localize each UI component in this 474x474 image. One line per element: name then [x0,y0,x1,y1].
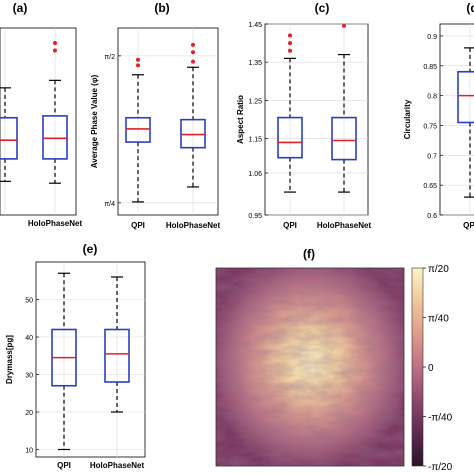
y-tick-label: 0.9 [427,34,437,41]
panel-label: (c) [315,1,330,15]
box-iqr [42,115,68,160]
colorbar-tick-label: -π/20 [428,462,453,473]
y-tick-label: 10 [25,448,33,455]
category-label: HoloPhaseNet [166,221,221,230]
box-series-1 [277,33,303,193]
heatmap-frame [215,267,405,467]
plot-area [0,27,77,216]
y-axis-label: Circularity [403,99,412,139]
y-tick-label: 50 [25,298,33,305]
heatmap-panel: (f) π/20 π/40 0 -π/40 -π/20 [215,247,453,473]
outlier-point [53,48,57,53]
box-series-1 [51,272,77,451]
outlier-point [288,48,292,53]
box-iqr [331,116,357,161]
colorbar [411,267,424,467]
colorbar-tick-label: π/20 [428,264,449,275]
y-tick-label: 0.75 [423,123,437,130]
box-iqr [125,116,151,143]
colorbar-tick-label: -π/40 [428,413,453,424]
plot-area [439,23,474,216]
box-iqr [0,116,18,160]
panel-label: (e) [83,242,98,256]
y-tick-label: 20 [25,410,33,417]
colorbar-ticks: π/20 π/40 0 -π/40 -π/20 [423,264,453,473]
y-tick-label: 0.7 [427,153,437,160]
outlier-point [136,57,140,62]
outlier-point [191,59,195,64]
y-tick-label: 1.35 [248,60,262,67]
category-label: QPI [283,221,297,230]
outlier-point [191,50,195,55]
y-tick-label: 0.95 [248,213,262,220]
box-series-1 [457,47,474,198]
panel-label: (d) [466,1,474,15]
plot-area [35,261,146,458]
panel-label-f: (f) [303,247,315,261]
box-series-2 [42,40,68,184]
category-label: HoloPhaseNet [90,461,145,470]
y-tick-label: 30 [25,373,33,380]
y-tick-label: 40 [25,335,33,342]
y-tick-label: π/4 [104,201,115,208]
y-tick-label: 0.65 [423,183,437,190]
y-tick-label: 0.8 [427,94,437,101]
category-label: HoloPhaseNet [317,221,372,230]
plot-area [117,27,219,216]
y-tick-label: 0.6 [427,213,437,220]
outlier-point [288,33,292,38]
plot-area [264,23,369,216]
panel-label: (a) [13,1,28,15]
y-tick-label: 0.85 [423,64,437,71]
box-panel-3: 0.95 1.06 1.15 1.25 1.35 1.45 (c) Aspect Ratio Q… [236,1,371,230]
outlier-point [288,41,292,46]
box-series-2 [180,42,206,188]
y-axis-label: Aspect Ratio [236,95,245,144]
y-axis-label: Drymass[pg] [5,335,14,384]
box-series-1 [0,87,18,182]
heatmap-texture [216,268,404,466]
outlier-point [191,42,195,47]
outlier-point [342,23,346,28]
colorbar-tick-label: π/40 [428,314,449,325]
panel-label: (b) [154,1,169,15]
outlier-point [53,40,57,45]
box-panel-5: 10 20 30 40 50 (e) Drymass[pg] QPI HoloPhaseNet [5,242,146,470]
category-label: QPI [57,461,71,470]
category-label: HoloPhaseNet [28,219,83,228]
box-panel-2: π/4 π/2 (b) Average Phase Value (φ) QPI HoloP… [90,1,220,230]
category-label: QPI [463,221,474,230]
y-tick-label: 1.06 [248,171,262,178]
y-tick-label: 1.15 [248,137,262,144]
y-tick-label: 1.25 [248,98,262,105]
box-panel-1: (a) HoloPhaseNet [0,1,82,228]
y-axis-label: Average Phase Value (φ) [90,74,99,168]
box-iqr [104,328,130,383]
category-label: QPI [131,221,145,230]
box-series-2 [104,276,130,413]
outlier-point [136,63,140,68]
box-panel-4: 0.6 0.65 0.7 0.75 0.8 0.85 0.9 (d) Circularity QP… [403,1,474,230]
box-series-1 [125,57,151,203]
y-tick-label: 1.45 [248,22,262,29]
box-iqr [180,118,206,149]
y-tick-label: π/2 [104,54,115,61]
box-iqr [277,116,303,159]
box-series-2 [331,23,357,193]
box-iqr [457,70,474,124]
colorbar-tick-label: 0 [428,363,434,374]
